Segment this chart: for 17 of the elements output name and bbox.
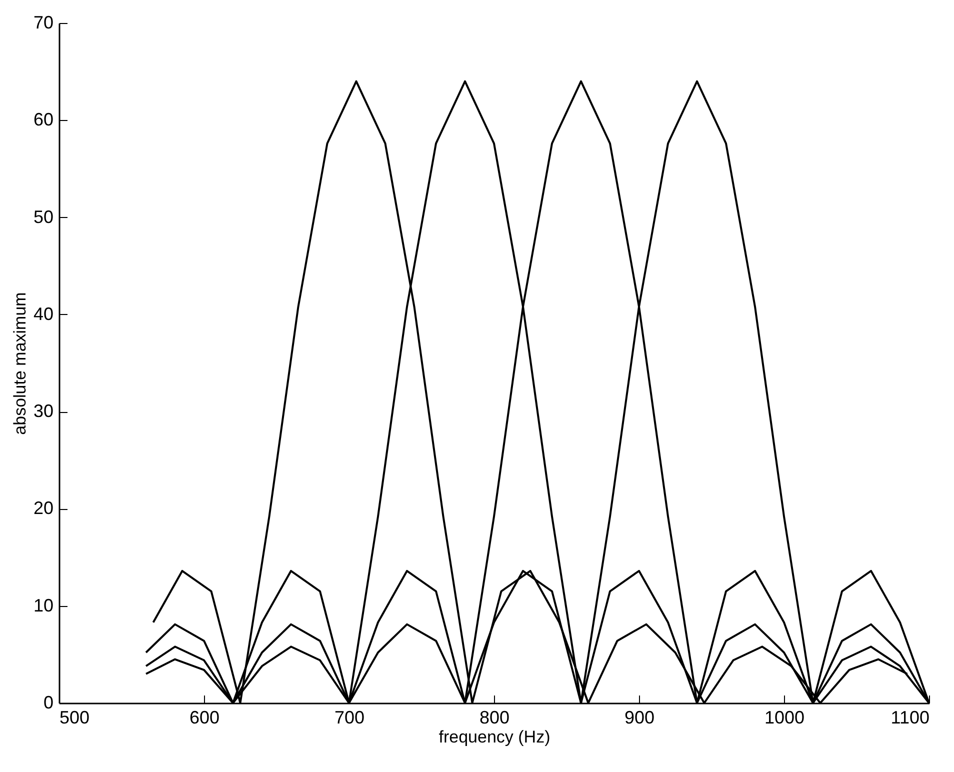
- y-tick-label: 50: [33, 206, 54, 227]
- x-tick-label: 600: [189, 708, 220, 728]
- x-tick-label: 700: [334, 708, 365, 728]
- x-axis-title: frequency (Hz): [438, 728, 550, 746]
- y-tick-label: 40: [33, 304, 54, 324]
- y-axis-title: absolute maximum: [10, 292, 30, 435]
- y-tick-label: 10: [33, 595, 54, 616]
- x-tick-label: 1000: [764, 708, 805, 728]
- y-tick-label: 60: [33, 110, 54, 130]
- y-tick-label: 0: [43, 692, 54, 712]
- y-tick-label: 20: [33, 498, 54, 518]
- x-tick-label: 500: [60, 708, 90, 728]
- x-tick-label: 900: [624, 708, 655, 728]
- x-tick-label: 800: [479, 708, 510, 728]
- y-tick-label: 30: [33, 401, 54, 422]
- y-tick-label: 70: [33, 12, 54, 32]
- x-tick-label: 1100: [890, 708, 930, 728]
